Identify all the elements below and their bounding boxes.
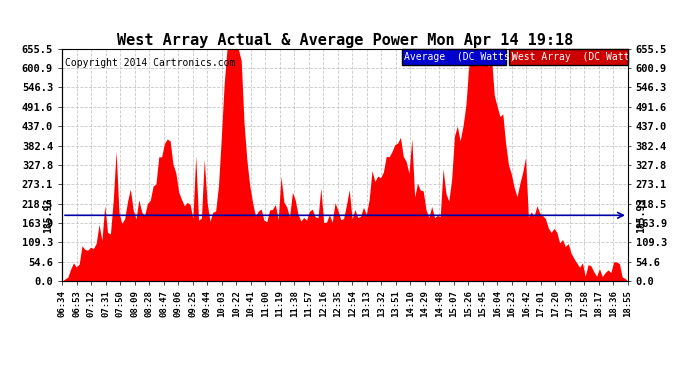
Text: Copyright 2014 Cartronics.com: Copyright 2014 Cartronics.com [65,58,235,68]
Text: Average  (DC Watts): Average (DC Watts) [404,52,516,62]
Text: West Array  (DC Watts): West Array (DC Watts) [512,52,641,62]
FancyBboxPatch shape [509,49,628,65]
FancyBboxPatch shape [402,49,506,65]
Title: West Array Actual & Average Power Mon Apr 14 19:18: West Array Actual & Average Power Mon Ap… [117,33,573,48]
Text: 185.93: 185.93 [636,198,647,233]
Text: 185.93: 185.93 [43,198,54,233]
